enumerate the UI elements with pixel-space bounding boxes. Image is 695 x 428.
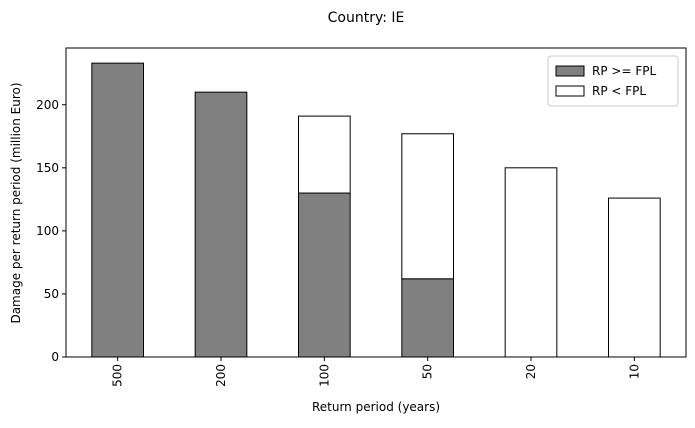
y-tick-label-200: 200 xyxy=(36,98,59,112)
x-tick-label-10: 10 xyxy=(627,364,641,379)
x-axis-label: Return period (years) xyxy=(312,400,440,414)
x-tick-label-20: 20 xyxy=(524,364,538,379)
chart-title: Country: IE xyxy=(328,10,405,26)
y-tick-label-0: 0 xyxy=(51,350,59,364)
legend-swatch-rp-ge-fpl xyxy=(555,65,585,77)
x-tick-label-200: 200 xyxy=(214,364,228,387)
plot-frame xyxy=(65,47,687,358)
bar-rp-ge-fpl-100 xyxy=(298,192,351,358)
bar-rp-ge-fpl-200 xyxy=(194,91,248,358)
x-tick-label-100: 100 xyxy=(317,364,331,387)
y-axis-label: Damage per return period (million Euro) xyxy=(9,82,23,323)
bar-rp-lt-fpl-50 xyxy=(401,133,455,280)
x-tick-label-500: 500 xyxy=(111,364,125,387)
y-tick-label-150: 150 xyxy=(36,161,59,175)
legend-label-rp-lt-fpl: RP < FPL xyxy=(592,84,646,98)
bar-rp-lt-fpl-100 xyxy=(298,115,351,194)
y-tick-label-100: 100 xyxy=(36,224,59,238)
legend-label-rp-ge-fpl: RP >= FPL xyxy=(592,64,656,78)
bar-rp-lt-fpl-20 xyxy=(504,167,558,358)
legend-swatch-rp-lt-fpl xyxy=(555,85,585,97)
bar-rp-ge-fpl-500 xyxy=(91,62,145,358)
bar-rp-ge-fpl-50 xyxy=(401,278,455,358)
y-tick-label-50: 50 xyxy=(44,287,59,301)
x-tick-label-50: 50 xyxy=(421,364,435,379)
bar-rp-lt-fpl-10 xyxy=(608,197,661,358)
